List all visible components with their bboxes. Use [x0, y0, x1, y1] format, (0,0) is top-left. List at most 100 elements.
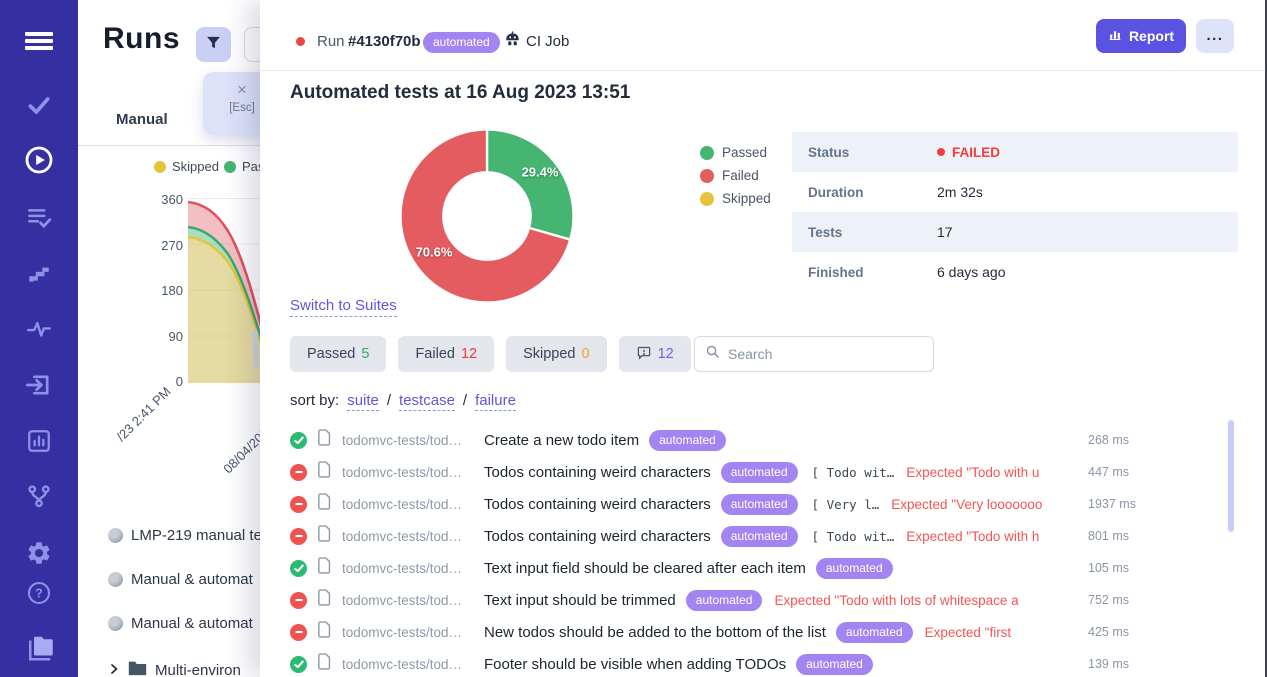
passed-legend-dot [700, 145, 714, 160]
file-icon [317, 461, 332, 483]
settings-gear-icon[interactable] [26, 540, 53, 567]
run-group-item[interactable]: Multi-environ [108, 660, 241, 677]
y-tick: 360 [161, 192, 183, 207]
automated-badge: automated [423, 32, 500, 53]
close-icon[interactable]: × [237, 80, 247, 99]
svg-text:?: ? [35, 586, 43, 600]
more-actions-button[interactable]: ... [1196, 19, 1234, 53]
summary-value: 17 [937, 224, 953, 240]
run-status-dot [296, 37, 305, 46]
test-row[interactable]: todomvc-tests/tod… Create a new todo ite… [260, 424, 1267, 456]
divider [78, 145, 260, 146]
automated-badge: automated [649, 429, 726, 451]
separator: / [386, 392, 392, 409]
test-row[interactable]: todomvc-tests/tod… New todos should be a… [260, 616, 1267, 648]
y-tick: 180 [161, 283, 183, 298]
y-tick: 90 [168, 329, 183, 344]
sort-by-failure[interactable]: failure [475, 392, 516, 411]
status-badge: FAILED [937, 145, 1000, 160]
test-suite: todomvc-tests/tod… [342, 528, 463, 544]
run-title: LMP-219 manual te [131, 527, 262, 544]
test-suite: todomvc-tests/tod… [342, 624, 463, 640]
chevron-right-icon[interactable] [108, 662, 120, 677]
projects-folder-icon[interactable] [24, 633, 54, 663]
summary-row-tests: Tests 17 [792, 212, 1238, 252]
test-title: Todos containing weird characters [484, 527, 711, 545]
skipped-count: 0 [581, 346, 590, 362]
tab-passed[interactable]: Passed 5 [290, 336, 387, 372]
failed-minus-icon [290, 527, 307, 545]
test-suite: todomvc-tests/tod… [342, 592, 463, 608]
test-plans-icon[interactable] [26, 205, 52, 231]
filter-button[interactable] [196, 27, 231, 62]
tests-check-icon[interactable] [26, 92, 52, 118]
test-duration: 801 ms [1088, 529, 1129, 543]
test-snippet: [ Very l… [811, 496, 880, 512]
run-id: #4130f70b [348, 33, 421, 50]
legend-label: Skipped [172, 159, 219, 174]
run-detail-panel: Run #4130f70b automated CI Job Report ..… [260, 0, 1267, 677]
x-tick: /23 2:41 PM [113, 384, 174, 445]
test-row[interactable]: todomvc-tests/tod… Todos containing weir… [260, 520, 1267, 552]
run-detail-header: Run #4130f70b automated CI Job Report ..… [260, 0, 1267, 71]
y-tick: 0 [175, 374, 183, 389]
test-row[interactable]: todomvc-tests/tod… Text input field shou… [260, 552, 1267, 584]
tab-failed[interactable]: Failed 12 [398, 336, 495, 372]
failed-minus-icon [290, 495, 307, 513]
help-icon[interactable]: ? [27, 581, 52, 606]
test-list: todomvc-tests/tod… Create a new todo ite… [260, 424, 1267, 677]
automated-badge: automated [720, 461, 798, 483]
file-icon [317, 525, 332, 547]
failed-legend-dot [700, 168, 714, 183]
test-list-scrollbar[interactable] [1228, 420, 1234, 532]
run-icon [108, 528, 123, 543]
run-list-item[interactable]: LMP-219 manual te [108, 527, 262, 544]
pulse-icon[interactable] [26, 316, 52, 342]
run-list-item[interactable]: Manual & automat [108, 571, 253, 588]
ci-bot-icon [503, 31, 522, 53]
legend-item-skipped: Skipped [154, 159, 219, 174]
tab-manual[interactable]: Manual [116, 111, 168, 128]
test-suite: todomvc-tests/tod… [342, 432, 463, 448]
summary-row-status: Status FAILED [792, 132, 1238, 172]
test-duration: 752 ms [1088, 593, 1129, 607]
sidebar: ? [0, 0, 78, 677]
summary-value: 2m 32s [937, 184, 983, 200]
search-input[interactable] [728, 346, 923, 362]
test-row[interactable]: todomvc-tests/tod… Todos containing weir… [260, 456, 1267, 488]
passed-check-icon [290, 655, 307, 673]
background-scrollbar[interactable] [253, 330, 258, 367]
ci-job-label[interactable]: CI Job [526, 33, 570, 50]
failed-count: 12 [460, 346, 478, 362]
passed-count: 5 [361, 346, 370, 362]
file-icon [317, 589, 332, 611]
runs-play-icon[interactable] [25, 146, 53, 174]
test-snippet: [ Todo wit… [811, 528, 895, 544]
test-error: Expected "Very looooooo [891, 496, 1043, 512]
branch-icon[interactable] [26, 483, 53, 510]
analytics-icon[interactable] [26, 428, 52, 454]
import-icon[interactable] [25, 371, 53, 399]
test-error: Expected "Todo with lots of whitespace a [774, 592, 1019, 608]
steps-icon[interactable] [26, 260, 52, 286]
test-row[interactable]: todomvc-tests/tod… Footer should be visi… [260, 648, 1267, 677]
run-title: Manual & automat [131, 571, 253, 588]
test-title: Todos containing weird characters [484, 495, 711, 513]
legend-label: Failed [722, 168, 759, 183]
tab-comments[interactable]: 12 [618, 336, 691, 372]
failed-percent-label: 70.6% [415, 244, 453, 260]
switch-to-suites-link[interactable]: Switch to Suites [290, 297, 397, 317]
sort-by-testcase[interactable]: testcase [399, 392, 455, 411]
passed-percent-label: 29.4% [521, 164, 559, 180]
test-row[interactable]: todomvc-tests/tod… Todos containing weir… [260, 488, 1267, 520]
tab-skipped[interactable]: Skipped 0 [506, 336, 607, 372]
test-suite: todomvc-tests/tod… [342, 464, 463, 480]
sort-by-suite[interactable]: suite [347, 392, 379, 411]
skipped-legend-dot [700, 191, 714, 206]
test-error: Expected "Todo with h [906, 528, 1040, 544]
run-list-item[interactable]: Manual & automat [108, 615, 253, 632]
report-button[interactable]: Report [1096, 19, 1186, 53]
test-suite: todomvc-tests/tod… [342, 656, 463, 672]
test-row[interactable]: todomvc-tests/tod… Text input should be … [260, 584, 1267, 616]
menu-icon[interactable] [24, 29, 54, 53]
